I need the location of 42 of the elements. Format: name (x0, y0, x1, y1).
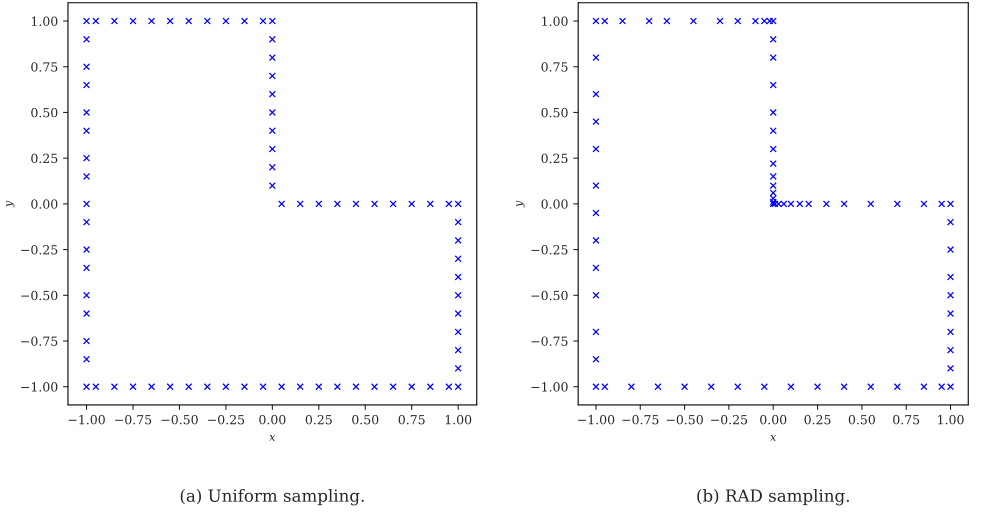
y-tick-label: 1.00 (32, 16, 58, 26)
x-axis-title: x (770, 435, 776, 441)
x-tick-label: −0.50 (666, 414, 703, 424)
y-tick-label: 0.50 (31, 108, 58, 118)
x-tick-label: −0.75 (115, 414, 152, 424)
x-tick-label: 0.75 (893, 414, 920, 424)
y-tick-label: 0.00 (541, 199, 568, 209)
x-tick-label: −1.00 (578, 414, 614, 424)
y-tick-label: −0.50 (21, 290, 58, 300)
x-tick-label: 1.00 (446, 414, 472, 424)
y-tick-label: −0.50 (531, 290, 568, 300)
x-tick-label: 1.00 (938, 414, 964, 424)
y-tick-label: −0.25 (531, 245, 568, 254)
x-tick-label: 0.50 (848, 414, 875, 424)
y-tick-label: 0.25 (31, 154, 58, 164)
y-tick-label: −0.75 (531, 336, 568, 346)
y-tick-label: 1.00 (542, 16, 568, 26)
y-tick-label: −0.75 (21, 336, 58, 346)
x-tick-label: −0.75 (622, 414, 658, 424)
x-axis-title: x (269, 435, 276, 441)
y-tick-label: 0.75 (31, 62, 58, 72)
x-tick-label: 0.00 (760, 414, 786, 424)
x-tick-label: 0.00 (259, 414, 286, 424)
y-tick-label: 0.50 (541, 108, 568, 118)
y-tick-label: −1.00 (531, 382, 568, 392)
text: (a) Uniform sampling. (180, 489, 364, 506)
y-tick-label: −0.25 (21, 245, 58, 254)
x-tick-label: 0.75 (398, 414, 425, 424)
x-tick-label: −0.25 (711, 414, 748, 424)
y-tick-label: 0.00 (31, 199, 58, 209)
x-tick-label: 0.50 (352, 414, 378, 424)
y-axis-title: y (516, 200, 525, 208)
y-tick-label: 0.25 (541, 154, 568, 164)
x-tick-label: 0.25 (804, 414, 830, 424)
y-axis-title: y (6, 200, 14, 208)
text: (b) RAD sampling. (697, 489, 849, 506)
x-tick-label: 0.25 (306, 414, 332, 424)
y-tick-label: −1.00 (21, 382, 58, 392)
x-tick-label: −0.50 (162, 414, 198, 424)
x-tick-label: −0.25 (208, 414, 244, 424)
x-tick-label: −1.00 (68, 414, 105, 424)
y-tick-label: 0.75 (541, 62, 568, 72)
